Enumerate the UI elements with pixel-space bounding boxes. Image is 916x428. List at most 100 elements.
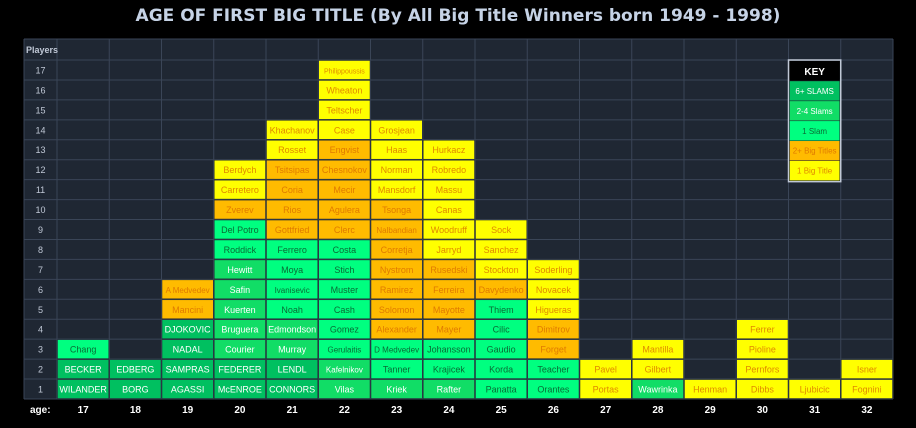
player-name: Portas — [593, 385, 620, 395]
player-cell: Kafelnikov — [318, 359, 371, 379]
key-title: KEY — [804, 67, 825, 78]
player-cell: Portas — [579, 379, 632, 399]
player-name: Roddick — [224, 245, 257, 255]
player-cell-bar — [370, 359, 423, 379]
player-name: Ramirez — [380, 285, 414, 295]
player-cell-bar — [527, 319, 580, 339]
player-cell-bar — [423, 359, 475, 379]
key-border — [787, 59, 842, 183]
player-cell: Forget — [527, 339, 580, 359]
player-cell: Mayer — [423, 319, 475, 339]
player-cell: Chesnokov — [318, 159, 371, 180]
player-cell: Canas — [423, 199, 475, 220]
player-name: Engvist — [330, 145, 360, 155]
player-name: Dibbs — [751, 385, 775, 395]
player-cell: Ramirez — [370, 279, 423, 300]
player-cell-bar — [161, 359, 214, 379]
player-cell-bar — [527, 339, 580, 359]
key-item-label: 1 Big Title — [797, 167, 833, 176]
key-swatch — [789, 160, 840, 181]
player-cell-bar — [266, 179, 318, 200]
key-item-label: 1 Slam — [802, 127, 827, 136]
player-cell-bar — [266, 319, 318, 339]
player-cell-bar — [632, 359, 684, 379]
player-cell-bar — [266, 159, 318, 180]
player-name: Hurkacz — [432, 145, 466, 155]
player-name: Wheaton — [326, 85, 362, 95]
player-cell: Gottfried — [266, 219, 318, 240]
player-cell: Khachanov — [266, 120, 318, 140]
player-cell-bar — [527, 259, 580, 280]
player-name: Hewitt — [227, 265, 253, 275]
player-name: Coria — [281, 185, 303, 195]
player-name: WILANDER — [59, 385, 107, 395]
player-cell: Nalbandian — [370, 219, 423, 240]
player-cell: Vilas — [318, 379, 371, 399]
player-name: Mantilla — [642, 345, 673, 355]
player-name: Khachanov — [270, 125, 316, 135]
player-cell-bar — [318, 359, 371, 379]
player-cell-bar — [161, 279, 214, 300]
player-cell: Tsonga — [370, 199, 423, 220]
player-cell-bar — [475, 279, 527, 300]
player-name: SAMPRAS — [166, 365, 210, 375]
player-name: Noah — [281, 305, 303, 315]
player-name: Haas — [386, 145, 408, 155]
player-cell: Rios — [266, 199, 318, 220]
player-name: Rosset — [278, 145, 307, 155]
player-name: Philippoussis — [324, 68, 365, 75]
row-number-label: 17 — [35, 65, 45, 75]
player-cell: FEDERER — [214, 359, 266, 379]
player-name: Nalbandian — [376, 226, 416, 235]
player-name: Murray — [278, 345, 307, 355]
player-cell-bar — [266, 339, 318, 359]
player-cell: Gomez — [318, 319, 371, 339]
row-number-label: 4 — [38, 325, 43, 335]
player-cell-bar — [266, 379, 318, 399]
player-cell-bar — [266, 239, 318, 260]
player-cell-bar — [423, 259, 475, 280]
player-cell-bar — [370, 239, 423, 260]
player-cell: Cilic — [475, 319, 527, 339]
player-cell: Ferreira — [423, 279, 475, 300]
player-cell-bar — [214, 179, 266, 200]
player-name: Gerulaitis — [327, 346, 361, 355]
player-cell-bar — [161, 379, 214, 399]
player-cell: Tsitsipas — [266, 159, 318, 180]
player-cell: Wawrinka — [632, 379, 684, 399]
player-cell: Higueras — [527, 299, 580, 319]
player-cell: Haas — [370, 140, 423, 160]
player-cells: WILANDER BECKER Chang BORG EDBERG AGASSI SAMPR… — [57, 60, 893, 399]
player-name: Fognini — [852, 385, 882, 395]
player-cell: Massu — [423, 179, 475, 200]
player-cell: McENROE — [214, 379, 266, 399]
player-cell: Krajicek — [423, 359, 475, 379]
player-cell-bar — [423, 279, 475, 300]
player-name: Pernfors — [745, 365, 780, 375]
player-cell-bar — [318, 279, 371, 300]
player-cell-bar — [370, 199, 423, 220]
player-cell: Panatta — [475, 379, 527, 399]
player-cell: Norman — [370, 159, 423, 180]
player-cell: Corretja — [370, 239, 423, 260]
player-cell-bar — [318, 319, 371, 339]
player-cell-bar — [527, 379, 580, 399]
player-name: Pioline — [749, 345, 776, 355]
player-name: Rusedski — [430, 265, 467, 275]
player-cell-bar — [423, 239, 475, 260]
player-cell-bar — [370, 299, 423, 319]
player-cell: Thiem — [475, 299, 527, 319]
player-cell-bar — [318, 60, 371, 80]
player-name: Johansson — [427, 345, 471, 355]
player-cell: Pernfors — [736, 359, 789, 379]
player-cell-bar — [370, 219, 423, 240]
row-number-label: 2 — [38, 365, 43, 375]
player-cell-bar — [266, 279, 318, 300]
player-cell-bar — [161, 319, 214, 339]
player-cell-bar — [527, 299, 580, 319]
player-cell: Mancini — [161, 299, 214, 319]
player-cell: LENDL — [266, 359, 318, 379]
player-cell-bar — [475, 359, 527, 379]
player-cell-bar — [370, 259, 423, 280]
player-name: Sock — [491, 225, 512, 235]
